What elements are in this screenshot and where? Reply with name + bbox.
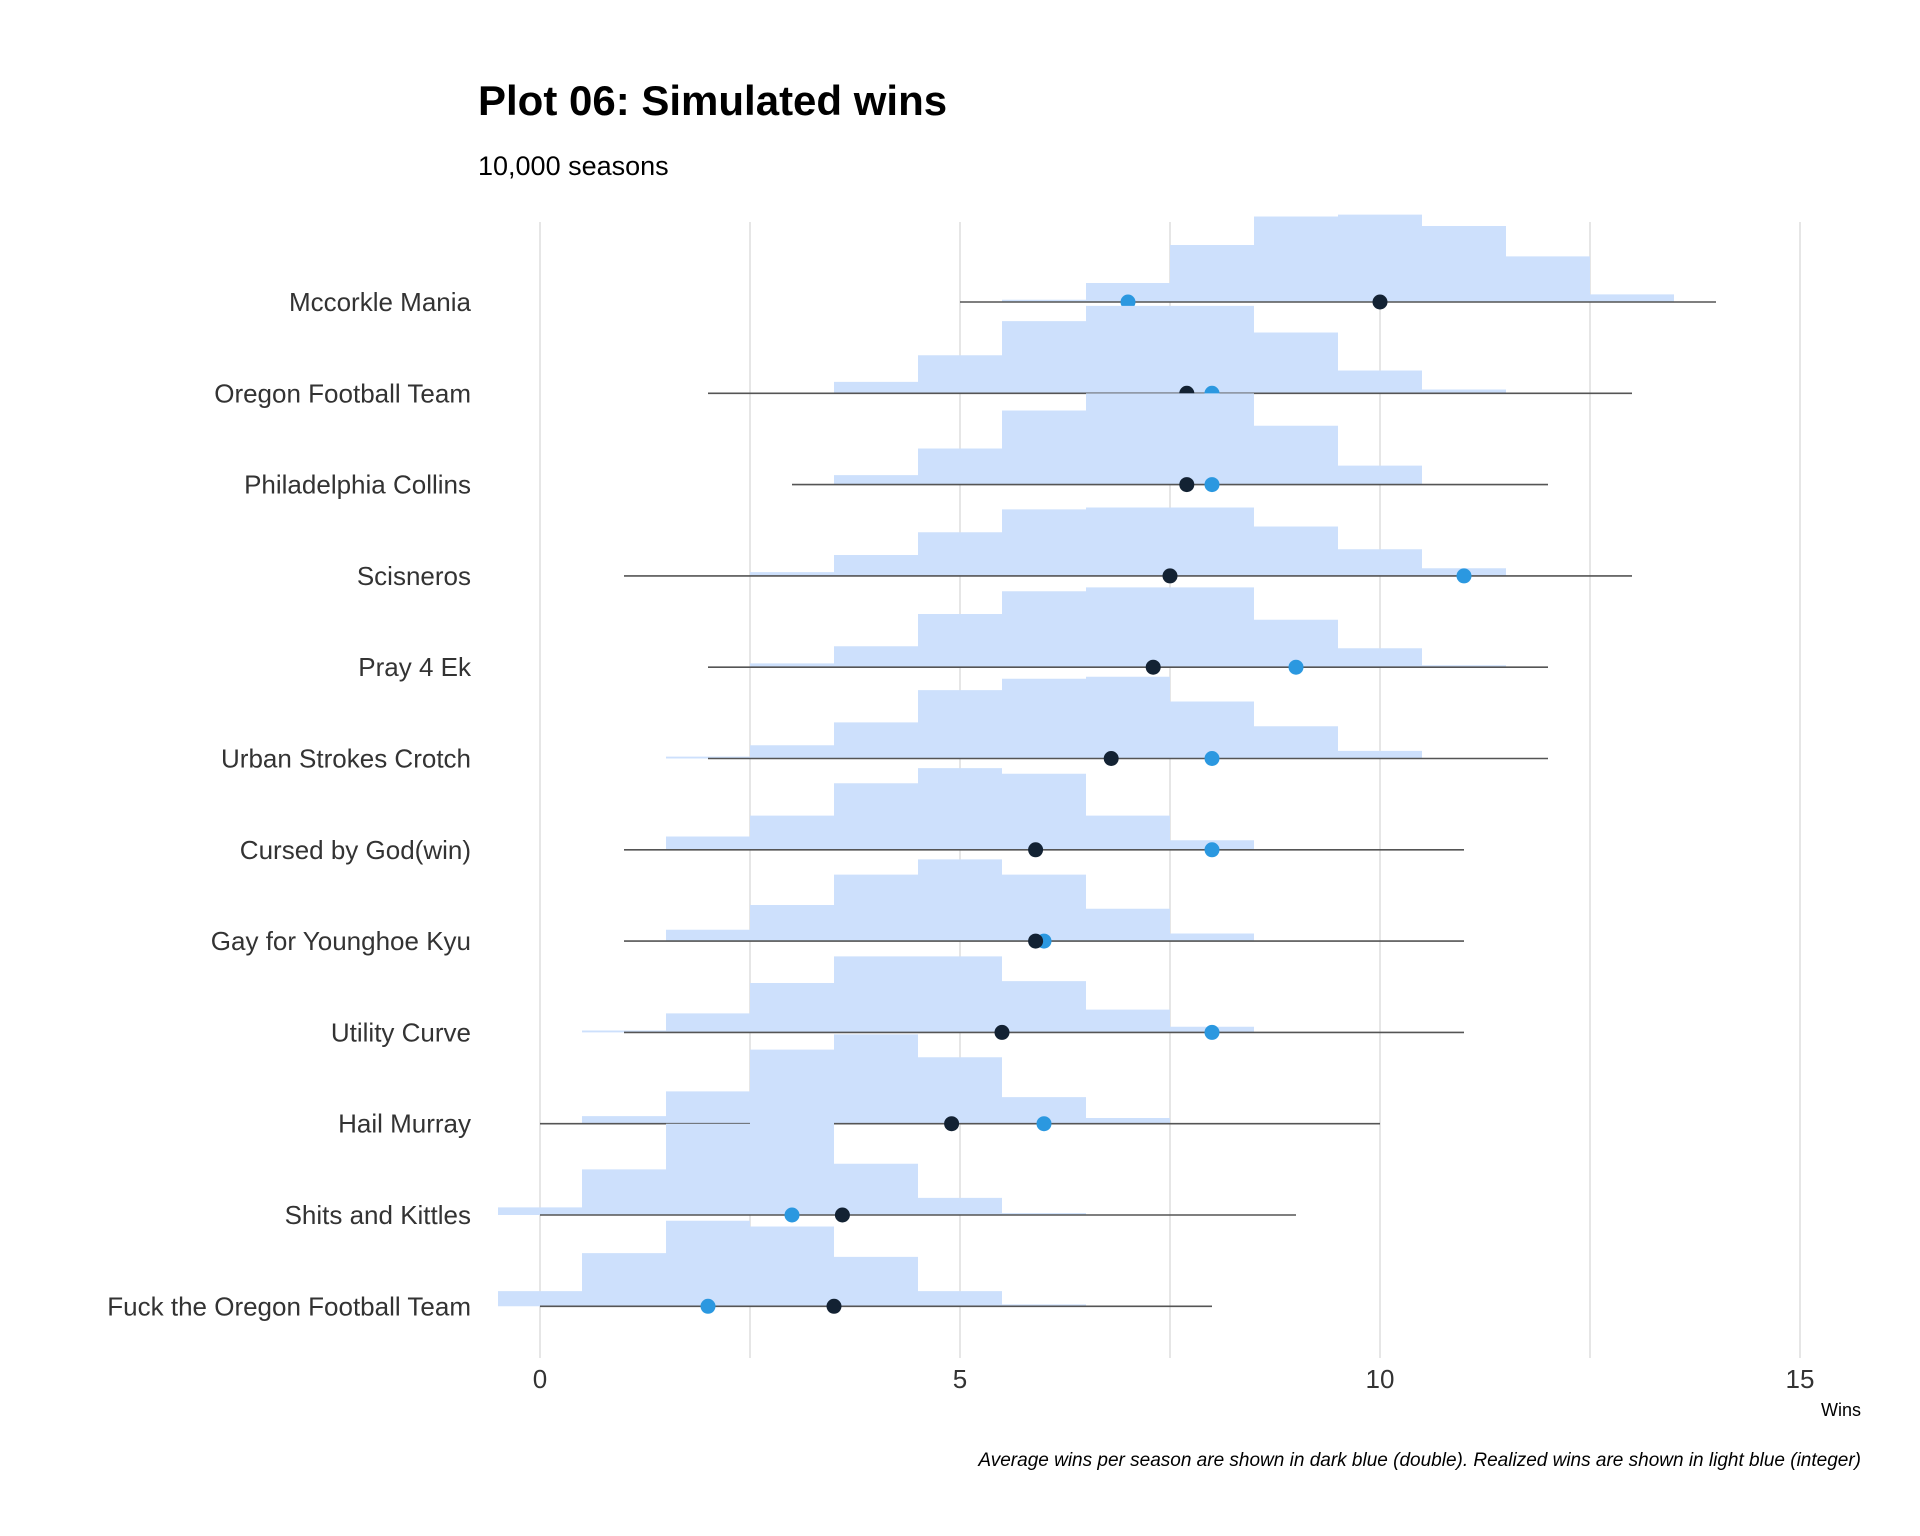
realized-wins-point (1204, 751, 1220, 766)
win-histogram (834, 305, 1506, 394)
team-ridge (960, 214, 1716, 310)
team-label: Cursed by God(win) (240, 835, 471, 865)
average-wins-point (1028, 933, 1044, 949)
team-label: Shits and Kittles (285, 1200, 471, 1230)
chart-title: Plot 06: Simulated wins (478, 77, 947, 124)
team-ridge (540, 1034, 1380, 1132)
chart-caption: Average wins per season are shown in dar… (977, 1450, 1861, 1471)
team-ridge (666, 676, 1548, 766)
x-tick-label: 15 (1786, 1364, 1815, 1394)
x-tick-label: 0 (533, 1364, 547, 1394)
realized-wins-point (1204, 842, 1220, 858)
team-labels: Mccorkle Mania Oregon Football Team Philad… (107, 287, 472, 1321)
team-ridge (708, 587, 1548, 675)
team-label: Pray 4 Ek (358, 652, 472, 682)
realized-wins-point (1204, 477, 1220, 493)
win-histogram (1002, 214, 1674, 302)
win-histogram (582, 956, 1254, 1033)
team-label: Utility Curve (331, 1017, 471, 1047)
win-histogram (666, 768, 1254, 850)
team-ridges (498, 214, 1716, 1314)
team-label: Urban Strokes Crotch (221, 744, 471, 774)
team-label: Gay for Younghoe Kyu (211, 926, 471, 956)
win-histogram (666, 859, 1254, 942)
average-wins-point (834, 1207, 850, 1223)
team-ridge (498, 1220, 1212, 1314)
team-ridge (624, 859, 1464, 949)
win-histogram (834, 393, 1422, 485)
average-wins-point (1162, 568, 1178, 584)
realized-wins-point (784, 1207, 800, 1223)
team-ridge (708, 305, 1632, 401)
team-ridge (624, 507, 1632, 584)
team-label: Oregon Football Team (214, 378, 471, 408)
realized-wins-point (1036, 1116, 1052, 1132)
realized-wins-point (700, 1298, 716, 1314)
average-wins-point (1179, 477, 1195, 493)
average-wins-point (1372, 294, 1388, 310)
team-label: Mccorkle Mania (289, 287, 472, 317)
win-histogram (582, 1034, 1170, 1124)
average-wins-point (944, 1116, 960, 1132)
win-histogram (750, 587, 1506, 668)
team-label: Fuck the Oregon Football Team (107, 1291, 471, 1321)
x-axis-ticks: 0 5 10 15 (533, 1364, 1815, 1394)
average-wins-point (1028, 842, 1044, 858)
win-histogram (498, 1121, 1086, 1215)
average-wins-point (1103, 751, 1119, 766)
realized-wins-point (1120, 294, 1136, 310)
average-wins-point (826, 1298, 842, 1314)
realized-wins-point (1456, 568, 1472, 584)
team-label: Hail Murray (338, 1109, 471, 1139)
team-ridge (498, 1121, 1296, 1223)
team-ridge (582, 956, 1464, 1040)
x-tick-label: 10 (1366, 1364, 1395, 1394)
win-histogram (750, 507, 1506, 576)
team-ridge (624, 768, 1464, 858)
chart-subtitle: 10,000 seasons (478, 151, 669, 181)
average-wins-point (1145, 659, 1161, 675)
team-label: Scisneros (357, 561, 471, 591)
realized-wins-point (1204, 1024, 1220, 1040)
team-ridge (792, 393, 1548, 493)
x-axis-label: Wins (1821, 1400, 1861, 1420)
win-histogram (498, 1220, 1086, 1307)
team-label: Philadelphia Collins (244, 470, 471, 500)
realized-wins-point (1288, 659, 1304, 675)
x-tick-label: 5 (953, 1364, 967, 1394)
win-histogram (666, 676, 1422, 759)
average-wins-point (994, 1024, 1010, 1040)
